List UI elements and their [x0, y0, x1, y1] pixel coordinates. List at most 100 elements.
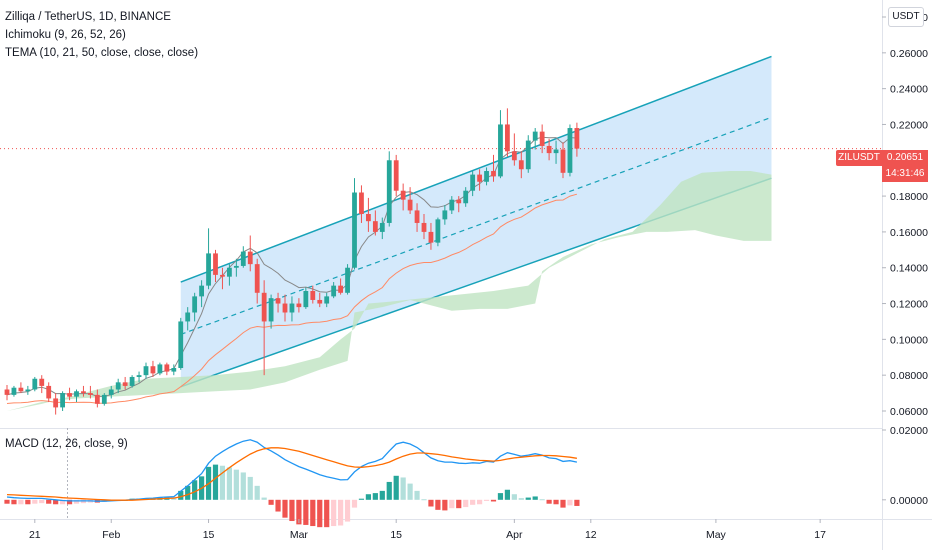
ichimoku-cloud — [7, 171, 772, 411]
candle-body — [498, 124, 503, 177]
candle-body — [296, 303, 302, 308]
candle-body — [484, 171, 489, 182]
candle-body — [254, 264, 260, 293]
candle-body — [178, 321, 184, 369]
candle-body — [303, 291, 309, 308]
macd-histogram-bar — [372, 493, 378, 500]
macd-histogram-bar — [407, 483, 413, 500]
price-tick-label: 0.24000 — [890, 84, 928, 96]
candle-body — [546, 145, 552, 154]
macd-histogram-bar — [261, 497, 267, 500]
candle-body — [289, 303, 295, 313]
macd-histogram-bar — [393, 475, 399, 500]
macd-tick-label: 0.00000 — [890, 495, 928, 507]
candle-body — [400, 190, 406, 200]
candle-body — [94, 394, 100, 404]
macd-histogram-bar — [268, 499, 274, 505]
candle-body — [393, 160, 399, 191]
channel-fill — [180, 56, 772, 387]
macd-histogram-bar — [386, 481, 392, 500]
chart-legend: Zilliqa / TetherUS, 1D, BINANCE Ichimoku… — [5, 8, 198, 62]
macd-histogram-bar — [456, 499, 462, 509]
candle-body — [275, 298, 281, 304]
price-tick-label: 0.10000 — [890, 334, 928, 346]
macd-histogram-bar — [296, 499, 302, 525]
candle-body — [525, 140, 531, 170]
candle-body — [470, 174, 476, 191]
candle-body — [185, 312, 191, 322]
price-tick-label: 0.12000 — [890, 299, 928, 311]
candle-body — [213, 253, 218, 275]
candle-body — [442, 210, 448, 220]
macd-histogram-bar — [358, 498, 365, 500]
macd-histogram-bar — [18, 499, 24, 505]
time-tick-label: Apr — [506, 529, 523, 541]
price-tag-price: 0.20651 — [886, 152, 924, 163]
price-tick-label: 0.16000 — [890, 227, 928, 239]
macd-histogram-bar — [289, 499, 295, 522]
macd-histogram-bar — [4, 499, 10, 504]
macd-histogram-group — [4, 464, 580, 528]
macd-histogram-bar — [178, 490, 184, 500]
macd-histogram-bar — [560, 499, 566, 508]
macd-histogram-bar — [525, 497, 531, 500]
price-tick-label: 0.18000 — [890, 191, 928, 203]
candle-body — [4, 389, 10, 395]
time-tick-label: 15 — [203, 529, 215, 541]
macd-histogram-bar — [240, 472, 246, 500]
time-tick-label: 12 — [585, 529, 597, 541]
macd-histogram-bar — [497, 493, 504, 500]
candle-body — [206, 253, 211, 286]
signal-line — [6, 447, 578, 501]
candle-body — [157, 364, 163, 374]
macd-histogram-bar — [275, 499, 281, 512]
macd-label[interactable]: MACD (12, 26, close, 9) — [5, 438, 128, 450]
tema-label[interactable]: TEMA (10, 21, 50, close, close, close) — [5, 47, 199, 59]
currency-button[interactable]: USDT — [888, 7, 924, 27]
macd-histogram-bar — [400, 477, 406, 500]
macd-histogram-bar — [331, 499, 337, 527]
candle-body — [32, 378, 38, 390]
symbol-title[interactable]: Zilliqa / TetherUS, 1D, BINANCE — [5, 11, 171, 23]
macd-histogram-bar — [477, 499, 483, 505]
candle-body — [25, 389, 31, 392]
macd-histogram-bar — [226, 467, 232, 500]
candle-body — [449, 199, 455, 211]
candle-body — [101, 394, 107, 404]
candle-body — [310, 291, 316, 300]
candle-body — [560, 149, 566, 173]
time-tick-label: May — [706, 529, 727, 541]
candle-body — [532, 131, 538, 141]
macd-histogram-bar — [212, 464, 219, 500]
candle-body — [505, 124, 510, 152]
macd-histogram-bar — [53, 499, 59, 505]
candle-body — [491, 171, 496, 177]
candle-body — [553, 149, 559, 154]
macd-histogram-bar — [463, 499, 469, 508]
macd-histogram-bar — [219, 465, 226, 500]
candle-body — [67, 393, 72, 397]
candle-body — [463, 190, 469, 204]
price-tick-label: 0.22000 — [890, 119, 928, 131]
macd-histogram-bar — [32, 499, 38, 504]
candle-body — [233, 265, 239, 268]
candle-body — [150, 366, 156, 374]
time-tick-label: Feb — [102, 529, 120, 541]
macd-histogram-bar — [546, 499, 552, 504]
macd-histogram-bar — [442, 499, 448, 511]
candle-body — [567, 128, 573, 173]
candle-body — [143, 366, 149, 376]
candle-body — [317, 299, 323, 304]
candle-body — [81, 391, 86, 394]
macd-line — [6, 439, 578, 502]
candle-body — [171, 368, 177, 372]
macd-histogram-bar — [324, 499, 330, 528]
ichimoku-label[interactable]: Ichimoku (9, 26, 52, 26) — [5, 29, 126, 41]
candle-body — [414, 210, 420, 223]
macd-histogram-bar — [504, 489, 510, 500]
candle-body — [435, 219, 441, 243]
channel-mid-line — [180, 116, 772, 335]
macd-histogram-bar — [365, 494, 371, 500]
macd-histogram-bar — [435, 499, 441, 510]
